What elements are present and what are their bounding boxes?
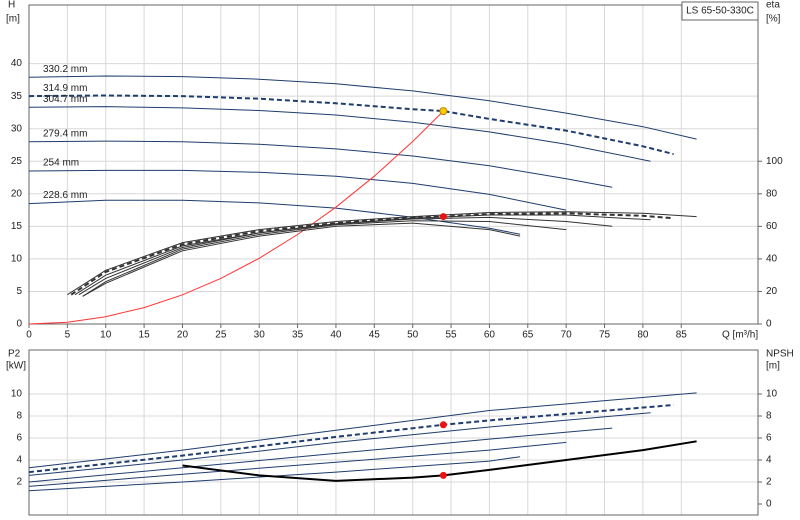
curve-label: 314.9 mm [43,83,87,94]
y2-tick-label: 0 [766,499,772,510]
curve [82,222,521,297]
curve [28,140,613,188]
curve [28,441,567,487]
y-axis-label: H [8,0,15,11]
x-tick-label: 85 [676,330,688,341]
curve [70,212,674,296]
y-tick-label: 20 [11,188,23,199]
operating-point [439,107,448,116]
curve-label: 279.4 mm [43,128,87,139]
y-tick-label: 35 [11,91,23,102]
y-tick-label: 2 [16,477,22,488]
chart-title: LS 65-50-330C [686,6,754,17]
curve [28,404,674,474]
y2-tick-label: 4 [766,455,772,466]
curve [28,199,521,235]
y-axis-unit: [m] [6,14,20,25]
x-tick-label: 50 [407,330,419,341]
y2-tick-label: 20 [766,286,778,297]
x-tick-label: 30 [254,330,266,341]
curve [28,110,444,325]
y-tick-label: 8 [16,411,22,422]
curve [28,392,697,469]
y-tick-label: 15 [11,221,23,232]
y-tick-label: 25 [11,156,23,167]
y2-tick-label: 100 [766,156,783,167]
y-tick-label: 4 [16,455,22,466]
y2-tick-label: 6 [766,433,772,444]
y2-tick-label: 80 [766,188,778,199]
curve [67,211,697,296]
x-tick-label: 0 [26,330,32,341]
curve [28,427,613,483]
y-tick-label: 30 [11,123,23,134]
x-tick-label: 40 [330,330,342,341]
curve [28,94,674,156]
x-tick-label: 10 [100,330,112,341]
y2-axis-label: eta [766,0,780,11]
y-axis-label: P2 [8,349,21,360]
x-tick-label: 35 [292,330,304,341]
plot-frame [28,349,759,516]
x-tick-label: 45 [369,330,381,341]
curve-label: 228.6 mm [43,190,87,201]
x-tick-label: 55 [445,330,457,341]
y2-tick-label: 2 [766,477,772,488]
x-tick-label: 65 [522,330,534,341]
x-tick-label: 75 [599,330,611,341]
operating-point [439,471,447,479]
curve-label: 254 mm [43,158,79,169]
y2-tick-label: 0 [766,319,772,330]
x-tick-label: 25 [215,330,227,341]
curve [74,214,651,296]
x-tick-label: 20 [177,330,189,341]
curve [28,456,521,492]
operating-point [439,213,447,221]
y2-tick-label: 10 [766,389,778,400]
x-tick-label: 80 [637,330,649,341]
y-tick-label: 5 [16,286,22,297]
y2-tick-label: 40 [766,254,778,265]
y-tick-label: 6 [16,433,22,444]
y2-axis-label: NPSH [766,349,794,360]
curve [28,106,651,162]
y2-axis-unit: [m] [766,361,780,372]
x-tick-label: 15 [139,330,151,341]
y-tick-label: 10 [11,389,23,400]
x-tick-label: 60 [484,330,496,341]
y2-tick-label: 8 [766,411,772,422]
y-tick-label: 10 [11,254,23,265]
curve [28,412,651,476]
operating-point [439,421,447,429]
y2-tick-label: 60 [766,221,778,232]
y-axis-unit: [kW] [6,361,26,372]
x-tick-label: 70 [561,330,573,341]
y2-axis-unit: [%] [766,14,781,25]
curve-label: 304.7 mm [43,94,87,105]
plot-frame [28,4,759,325]
y-tick-label: 0 [16,319,22,330]
x-tick-label: 5 [65,330,71,341]
x-axis-label: Q [m³/h] [722,330,758,341]
title-box [681,1,759,21]
curve [28,169,567,211]
curve [28,75,697,140]
curve [78,216,613,296]
curve [82,220,567,297]
y-tick-label: 40 [11,58,23,69]
curve-label: 330.2 mm [43,64,87,75]
